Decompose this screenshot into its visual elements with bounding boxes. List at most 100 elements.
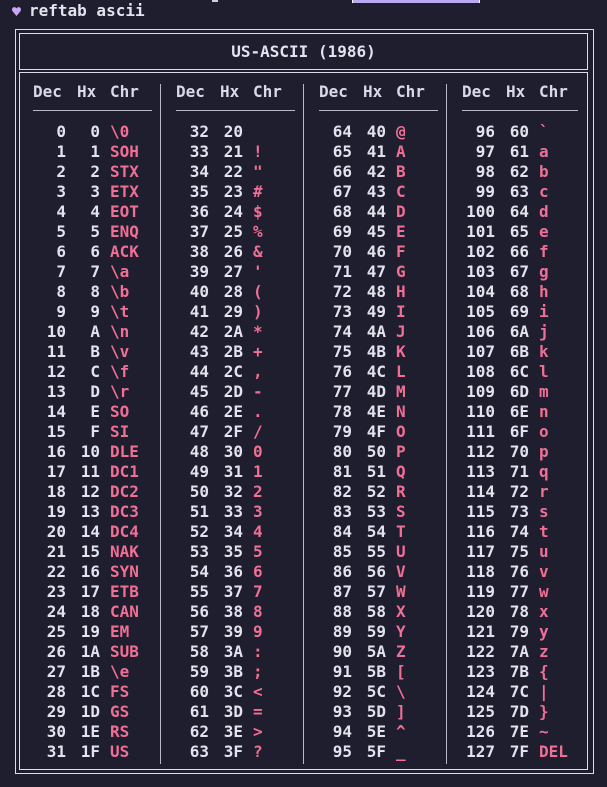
char-value: FS [110,682,130,701]
char-value: J [396,322,406,341]
char-value: CAN [110,602,139,621]
dec-value: 16 [46,442,66,461]
char-value: \v [110,342,130,361]
hex-value: 71 [509,462,529,481]
hex-value: 18 [80,602,100,621]
dec-value: 122 [466,642,495,661]
hex-value: 1 [90,142,100,161]
dec-value: 31 [46,742,66,761]
char-value: \e [110,662,130,681]
char-value: y [539,622,549,641]
hex-value: 22 [223,162,243,181]
hex-value: 3F [223,742,243,761]
char-value: p [539,442,549,461]
dec-value: 13 [46,382,66,401]
char-value: DC2 [110,482,139,501]
dec-value: 48 [189,442,209,461]
hex-value: D [90,382,100,401]
hex-value: 4A [366,322,386,341]
hex-value: 6B [509,342,529,361]
char-value: { [539,662,549,681]
hex-value: 7B [509,662,529,681]
dec-value: 81 [332,462,352,481]
char-value: ' [253,262,263,281]
char-value: * [253,322,263,341]
dec-value: 108 [466,362,495,381]
hex-value: 6D [509,382,529,401]
dec-value: 68 [332,202,352,221]
char-value: " [253,162,263,181]
char-value: ETB [110,582,139,601]
char-value: . [253,402,263,421]
char-value: Y [396,622,406,641]
hex-value: 7D [509,702,529,721]
char-value: r [539,482,549,501]
hex-value: 2F [223,422,243,441]
hex-value: 3B [223,662,243,681]
dec-value: 120 [466,602,495,621]
dec-value: 115 [466,502,495,521]
hex-value: 1B [80,662,100,681]
hex-value: 58 [366,602,386,621]
char-value: DC4 [110,522,139,541]
dec-value: 113 [466,462,495,481]
char-value: o [539,422,549,441]
dec-value: 18 [46,482,66,501]
char-value: L [396,362,406,381]
dec-value: 51 [189,502,209,521]
char-value: \r [110,382,130,401]
hex-value: 2E [223,402,243,421]
dec-value: 60 [189,682,209,701]
dec-value: 22 [46,562,66,581]
dec-value: 20 [46,522,66,541]
dec-value: 100 [466,202,495,221]
dec-value: 30 [46,722,66,741]
hex-value: 30 [223,442,243,461]
char-value: 7 [253,582,263,601]
char-value: e [539,222,549,241]
char-value: j [539,322,549,341]
table-body-frame [19,72,588,770]
dec-value: 27 [46,662,66,681]
dec-value: 94 [332,722,352,741]
hex-value: 63 [509,182,529,201]
dec-value: 56 [189,602,209,621]
char-value: \0 [110,122,130,141]
char-value: z [539,642,549,661]
hex-value: 4C [366,362,386,381]
hex-value: 59 [366,622,386,641]
char-value: ] [396,702,406,721]
dec-value: 125 [466,702,495,721]
char-value: t [539,522,549,541]
hex-value: 5A [366,642,386,661]
hex-value: 77 [509,582,529,601]
char-value: w [539,582,549,601]
column-separator [446,84,447,764]
header-chr: Chr [253,82,282,101]
char-value: ACK [110,242,139,261]
hex-value: 3D [223,702,243,721]
hex-value: 7C [509,682,529,701]
hex-value: 64 [509,202,529,221]
hex-value: 12 [80,482,100,501]
hex-value: 36 [223,562,243,581]
hex-value: 21 [223,142,243,161]
hex-value: 40 [366,122,386,141]
hex-value: 5 [90,222,100,241]
char-value: - [253,382,263,401]
dec-value: 76 [332,362,352,381]
dec-value: 86 [332,562,352,581]
char-value: b [539,162,549,181]
char-value: h [539,282,549,301]
hex-value: 48 [366,282,386,301]
dec-value: 33 [189,142,209,161]
dec-value: 62 [189,722,209,741]
dec-value: 74 [332,322,352,341]
header-chr: Chr [396,82,425,101]
char-value: H [396,282,406,301]
hex-value: 56 [366,562,386,581]
char-value: ETX [110,182,139,201]
char-value: / [253,422,263,441]
hex-value: 52 [366,482,386,501]
dec-value: 29 [46,702,66,721]
